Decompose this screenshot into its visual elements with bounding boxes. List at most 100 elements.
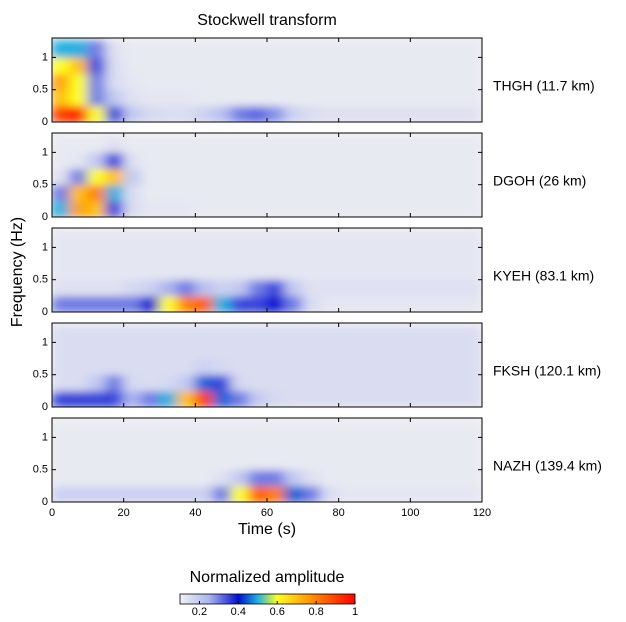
heat-cell bbox=[392, 168, 411, 185]
heat-cell bbox=[320, 41, 339, 58]
heat-cell bbox=[213, 200, 232, 217]
heat-cell bbox=[249, 342, 268, 359]
heat-cell bbox=[105, 136, 124, 153]
heat-cell bbox=[141, 469, 160, 486]
heat-cell bbox=[123, 374, 142, 391]
heat-cell bbox=[267, 57, 286, 74]
heat-cell bbox=[69, 295, 88, 312]
heat-cell bbox=[374, 469, 393, 486]
colorbar-tick-label: 1 bbox=[352, 606, 358, 617]
heat-cell bbox=[302, 358, 321, 375]
heat-cell bbox=[213, 89, 232, 106]
heat-cell bbox=[356, 73, 375, 90]
heat-cell bbox=[52, 279, 71, 296]
x-tick-label: 0 bbox=[49, 507, 55, 519]
heat-cell bbox=[159, 73, 178, 90]
heat-cell bbox=[177, 279, 196, 296]
heat-cell bbox=[159, 295, 178, 312]
heat-cell bbox=[249, 263, 268, 280]
heat-cell bbox=[392, 342, 411, 359]
heat-cell bbox=[374, 41, 393, 58]
heat-cell bbox=[428, 437, 447, 454]
heat-cell bbox=[231, 263, 250, 280]
heat-cell bbox=[177, 469, 196, 486]
heat-cell bbox=[410, 89, 429, 106]
heat-cell bbox=[231, 73, 250, 90]
heat-cell bbox=[464, 279, 483, 296]
heat-cell bbox=[267, 437, 286, 454]
heat-cell bbox=[87, 358, 106, 375]
heat-cell bbox=[231, 437, 250, 454]
heat-cell bbox=[231, 57, 250, 74]
heat-cell bbox=[159, 326, 178, 343]
heat-cell bbox=[338, 184, 357, 201]
heat-cell bbox=[141, 437, 160, 454]
heat-cell bbox=[374, 231, 393, 248]
heat-cell bbox=[374, 200, 393, 217]
x-tick-label: 40 bbox=[189, 507, 201, 519]
heat-cell bbox=[410, 168, 429, 185]
heat-cell bbox=[249, 247, 268, 264]
heat-cell bbox=[52, 184, 71, 201]
heat-cell bbox=[52, 295, 71, 312]
heat-cell bbox=[213, 326, 232, 343]
heat-cell bbox=[213, 469, 232, 486]
heat-cell bbox=[249, 437, 268, 454]
heat-cell bbox=[195, 469, 214, 486]
heat-cell bbox=[52, 374, 71, 391]
heat-cell bbox=[320, 469, 339, 486]
heat-cell bbox=[159, 279, 178, 296]
heat-cell bbox=[284, 390, 303, 407]
heat-cell bbox=[177, 485, 196, 502]
heat-cell bbox=[249, 453, 268, 470]
heat-cell bbox=[249, 105, 268, 122]
heat-cell bbox=[195, 437, 214, 454]
heat-cell bbox=[105, 89, 124, 106]
heat-cell bbox=[302, 247, 321, 264]
heat-cell bbox=[428, 247, 447, 264]
colorbar-tick-label: 0.6 bbox=[270, 606, 285, 617]
heat-cell bbox=[284, 469, 303, 486]
heat-cell bbox=[428, 326, 447, 343]
heat-cell bbox=[267, 231, 286, 248]
heat-cell bbox=[302, 390, 321, 407]
heat-cell bbox=[69, 437, 88, 454]
heat-cell bbox=[392, 152, 411, 169]
panel-cells bbox=[52, 41, 483, 123]
heat-cell bbox=[87, 89, 106, 106]
heat-cell bbox=[284, 200, 303, 217]
heat-cell bbox=[52, 105, 71, 122]
heat-cell bbox=[195, 168, 214, 185]
heat-cell bbox=[374, 279, 393, 296]
heat-cell bbox=[177, 390, 196, 407]
heat-cell bbox=[141, 279, 160, 296]
heat-cell bbox=[338, 390, 357, 407]
heat-cell bbox=[87, 105, 106, 122]
heat-cell bbox=[267, 184, 286, 201]
heat-cell bbox=[249, 89, 268, 106]
heat-cell bbox=[464, 485, 483, 502]
heat-cell bbox=[320, 105, 339, 122]
heat-cell bbox=[464, 152, 483, 169]
heat-cell bbox=[159, 41, 178, 58]
heat-cell bbox=[87, 73, 106, 90]
heat-cell bbox=[159, 247, 178, 264]
heat-cell bbox=[177, 57, 196, 74]
heat-cell bbox=[374, 453, 393, 470]
heat-cell bbox=[177, 326, 196, 343]
heat-cell bbox=[52, 89, 71, 106]
heat-cell bbox=[464, 184, 483, 201]
heat-cell bbox=[302, 421, 321, 438]
heat-cell bbox=[320, 421, 339, 438]
heat-cell bbox=[123, 358, 142, 375]
heat-cell bbox=[267, 358, 286, 375]
heat-cell bbox=[392, 279, 411, 296]
panel-cells bbox=[52, 421, 483, 503]
heat-cell bbox=[141, 136, 160, 153]
heat-cell bbox=[249, 390, 268, 407]
heat-cell bbox=[231, 390, 250, 407]
heat-cell bbox=[231, 184, 250, 201]
heat-cell bbox=[213, 453, 232, 470]
heat-cell bbox=[267, 73, 286, 90]
heat-cell bbox=[410, 437, 429, 454]
